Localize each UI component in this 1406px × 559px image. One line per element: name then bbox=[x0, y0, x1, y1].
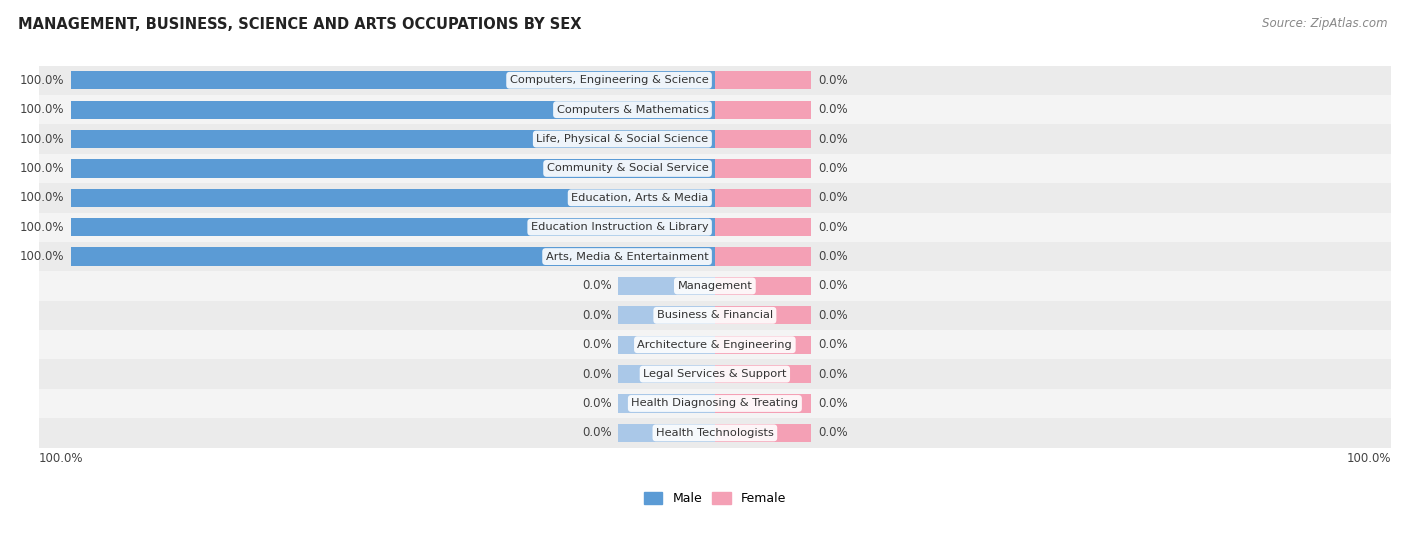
Text: 0.0%: 0.0% bbox=[582, 368, 612, 381]
Bar bbox=[619, 306, 714, 324]
Bar bbox=[39, 301, 1391, 330]
Text: 0.0%: 0.0% bbox=[818, 338, 848, 351]
Text: Source: ZipAtlas.com: Source: ZipAtlas.com bbox=[1263, 17, 1388, 30]
Bar bbox=[714, 277, 811, 295]
Bar bbox=[619, 365, 714, 383]
Text: 0.0%: 0.0% bbox=[582, 309, 612, 322]
Text: 100.0%: 100.0% bbox=[20, 162, 65, 175]
Bar bbox=[39, 330, 1391, 359]
Text: Computers & Mathematics: Computers & Mathematics bbox=[557, 105, 709, 115]
Text: 0.0%: 0.0% bbox=[582, 280, 612, 292]
Text: 0.0%: 0.0% bbox=[582, 338, 612, 351]
Bar bbox=[70, 101, 714, 119]
Bar bbox=[39, 389, 1391, 418]
Text: Architecture & Engineering: Architecture & Engineering bbox=[637, 340, 792, 350]
Bar bbox=[39, 95, 1391, 124]
Text: Education Instruction & Library: Education Instruction & Library bbox=[531, 222, 709, 232]
Bar bbox=[714, 159, 811, 178]
Text: Community & Social Service: Community & Social Service bbox=[547, 163, 709, 173]
Text: 100.0%: 100.0% bbox=[20, 250, 65, 263]
Bar bbox=[70, 218, 714, 236]
Bar bbox=[714, 101, 811, 119]
Bar bbox=[714, 306, 811, 324]
Bar bbox=[714, 248, 811, 266]
Bar bbox=[39, 271, 1391, 301]
Text: 0.0%: 0.0% bbox=[582, 427, 612, 439]
Text: 0.0%: 0.0% bbox=[818, 221, 848, 234]
Text: 100.0%: 100.0% bbox=[20, 103, 65, 116]
Bar bbox=[39, 154, 1391, 183]
Text: 100.0%: 100.0% bbox=[1347, 452, 1391, 465]
Bar bbox=[70, 189, 714, 207]
Text: Computers, Engineering & Science: Computers, Engineering & Science bbox=[510, 75, 709, 86]
Text: Health Technologists: Health Technologists bbox=[657, 428, 773, 438]
Text: 100.0%: 100.0% bbox=[20, 132, 65, 145]
Text: 0.0%: 0.0% bbox=[818, 427, 848, 439]
Bar bbox=[714, 335, 811, 354]
Text: 0.0%: 0.0% bbox=[818, 74, 848, 87]
Bar bbox=[714, 365, 811, 383]
Text: 100.0%: 100.0% bbox=[20, 191, 65, 204]
Text: 0.0%: 0.0% bbox=[818, 309, 848, 322]
Text: 0.0%: 0.0% bbox=[818, 250, 848, 263]
Bar bbox=[714, 130, 811, 148]
Bar bbox=[714, 218, 811, 236]
Bar bbox=[714, 71, 811, 89]
Text: 0.0%: 0.0% bbox=[818, 132, 848, 145]
Legend: Male, Female: Male, Female bbox=[638, 487, 792, 510]
Bar bbox=[70, 71, 714, 89]
Bar bbox=[39, 124, 1391, 154]
Bar bbox=[70, 130, 714, 148]
Bar bbox=[619, 424, 714, 442]
Text: 100.0%: 100.0% bbox=[20, 221, 65, 234]
Text: 0.0%: 0.0% bbox=[818, 280, 848, 292]
Bar bbox=[39, 65, 1391, 95]
Text: MANAGEMENT, BUSINESS, SCIENCE AND ARTS OCCUPATIONS BY SEX: MANAGEMENT, BUSINESS, SCIENCE AND ARTS O… bbox=[18, 17, 582, 32]
Bar bbox=[714, 189, 811, 207]
Text: 0.0%: 0.0% bbox=[818, 103, 848, 116]
Text: Management: Management bbox=[678, 281, 752, 291]
Bar bbox=[619, 277, 714, 295]
Bar bbox=[619, 395, 714, 413]
Bar bbox=[39, 183, 1391, 212]
Text: Arts, Media & Entertainment: Arts, Media & Entertainment bbox=[546, 252, 709, 262]
Text: Life, Physical & Social Science: Life, Physical & Social Science bbox=[536, 134, 709, 144]
Bar bbox=[39, 418, 1391, 448]
Text: 0.0%: 0.0% bbox=[818, 368, 848, 381]
Text: 0.0%: 0.0% bbox=[582, 397, 612, 410]
Text: 0.0%: 0.0% bbox=[818, 162, 848, 175]
Text: Education, Arts & Media: Education, Arts & Media bbox=[571, 193, 709, 203]
Bar bbox=[70, 248, 714, 266]
Bar bbox=[70, 159, 714, 178]
Text: Business & Financial: Business & Financial bbox=[657, 310, 773, 320]
Text: 0.0%: 0.0% bbox=[818, 397, 848, 410]
Text: 0.0%: 0.0% bbox=[818, 191, 848, 204]
Text: 100.0%: 100.0% bbox=[20, 74, 65, 87]
Text: Legal Services & Support: Legal Services & Support bbox=[643, 369, 786, 379]
Text: 100.0%: 100.0% bbox=[39, 452, 83, 465]
Bar bbox=[714, 424, 811, 442]
Bar bbox=[39, 242, 1391, 271]
Bar bbox=[39, 359, 1391, 389]
Text: Health Diagnosing & Treating: Health Diagnosing & Treating bbox=[631, 399, 799, 409]
Bar bbox=[39, 212, 1391, 242]
Bar bbox=[714, 395, 811, 413]
Bar bbox=[619, 335, 714, 354]
